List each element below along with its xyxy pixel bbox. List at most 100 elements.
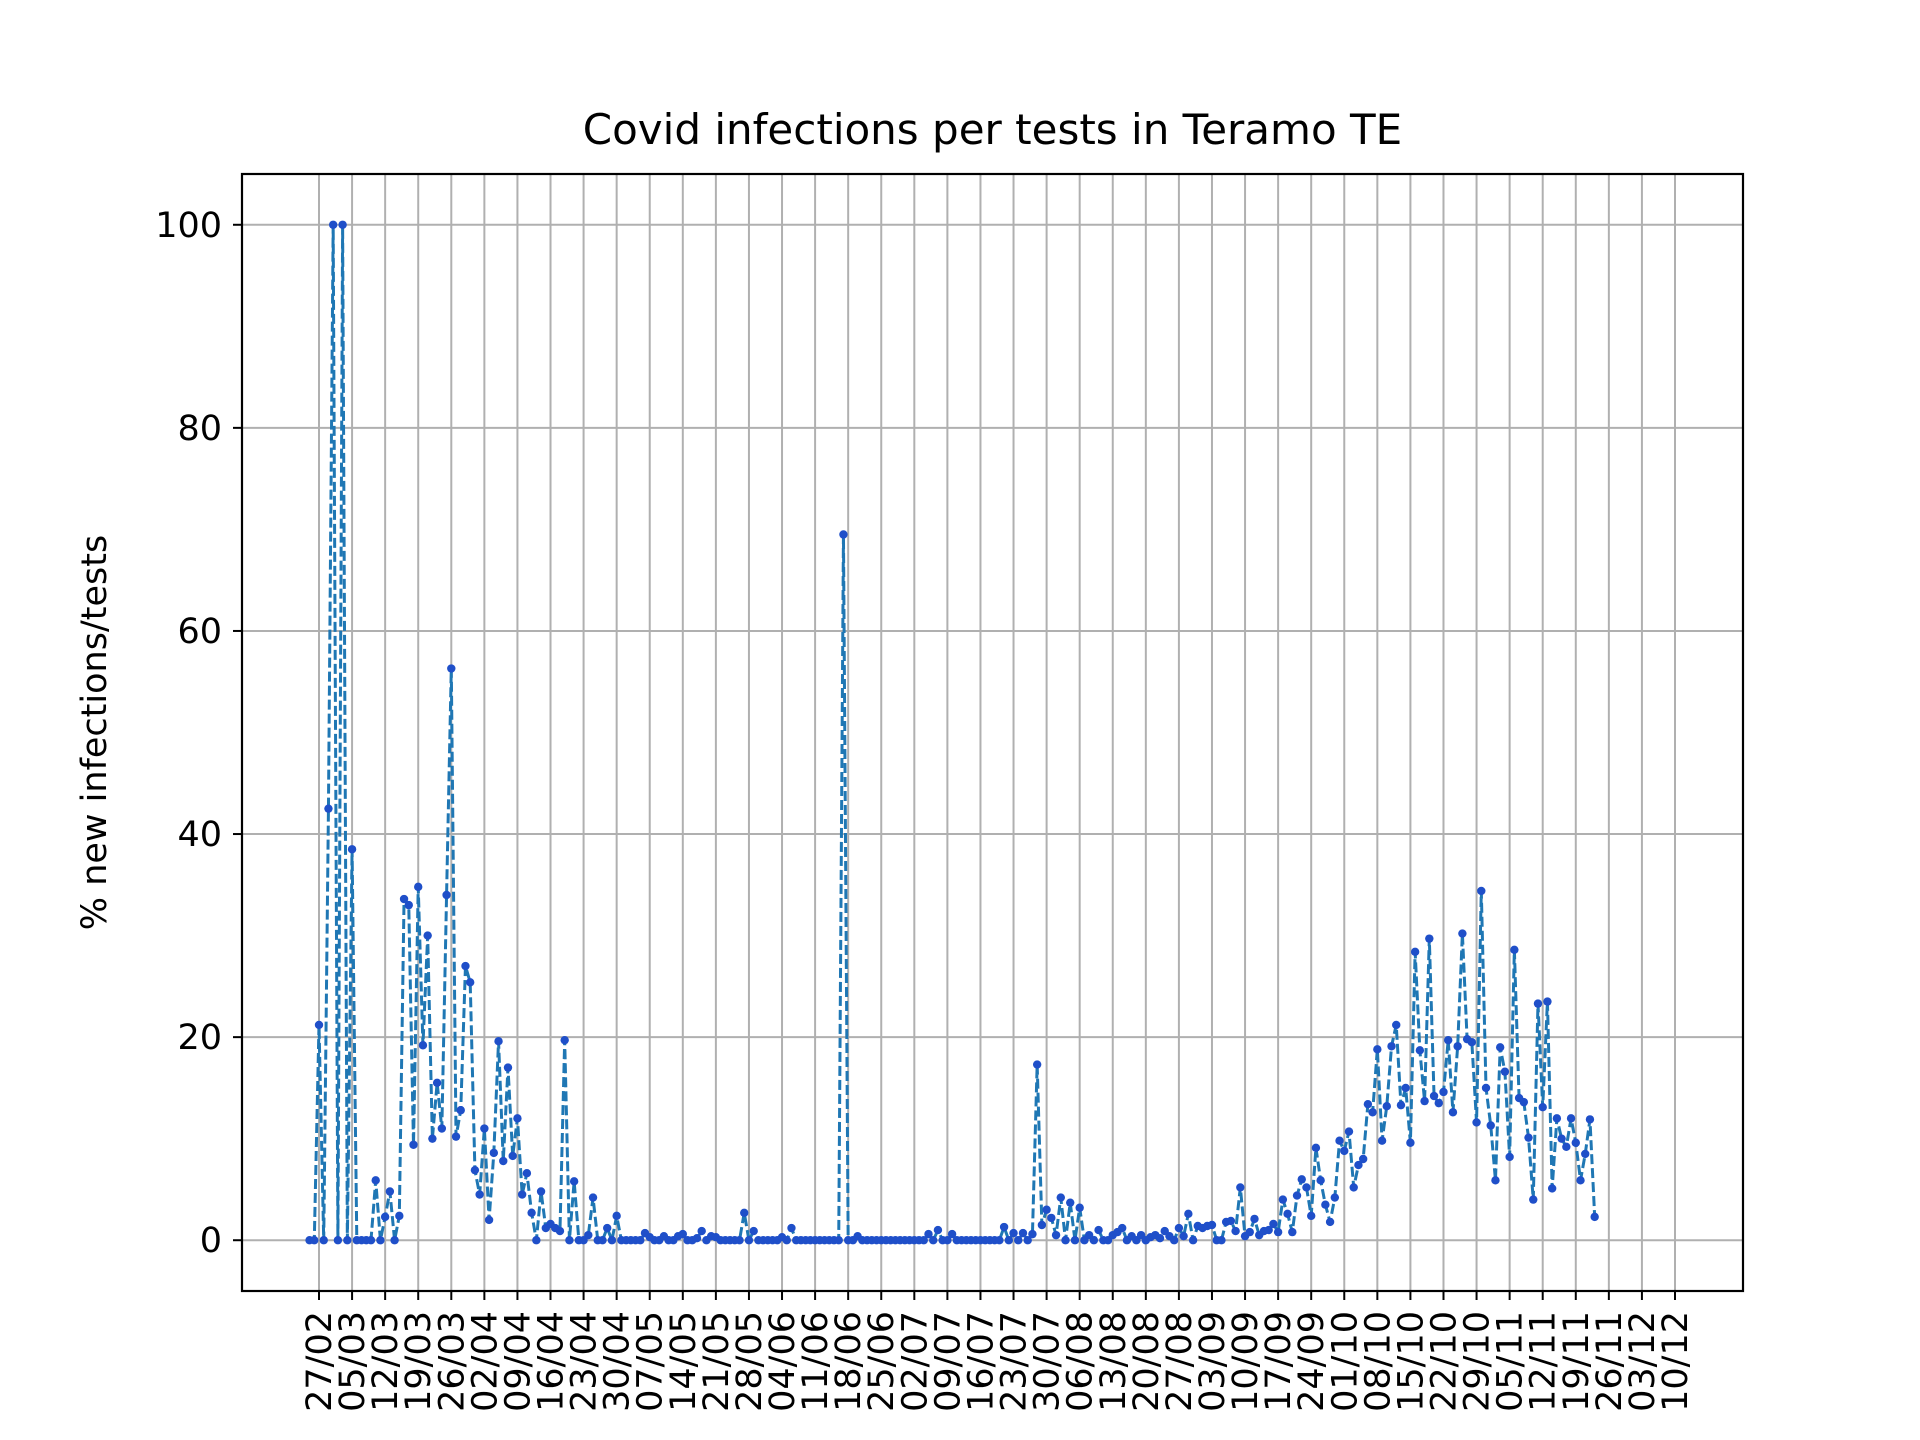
data-point: [1179, 1231, 1188, 1241]
data-point: [1042, 1205, 1051, 1214]
x-tick-label: 23/04: [565, 1311, 605, 1412]
data-point: [1581, 1149, 1590, 1159]
data-point: [1273, 1227, 1283, 1237]
data-point: [1562, 1142, 1571, 1152]
x-tick-label: 23/07: [995, 1311, 1035, 1412]
data-point: [1335, 1136, 1344, 1145]
data-point: [1330, 1193, 1340, 1202]
data-point: [1585, 1115, 1595, 1124]
data-point: [1538, 1103, 1547, 1112]
data-point: [749, 1226, 758, 1236]
data-series: [305, 220, 1599, 1245]
data-point: [740, 1208, 749, 1218]
chart-title: Covid infections per tests in Teramo TE: [583, 105, 1402, 154]
data-point: [1425, 934, 1434, 943]
data-point: [1477, 886, 1486, 896]
data-point: [1269, 1219, 1278, 1229]
data-point: [692, 1234, 702, 1243]
y-tick-label: 40: [177, 815, 222, 855]
data-point: [1566, 1114, 1576, 1123]
data-point: [314, 1020, 324, 1030]
data-point: [1458, 929, 1467, 938]
data-point: [1018, 1228, 1028, 1238]
data-point: [465, 978, 475, 987]
data-point: [517, 1190, 527, 1199]
x-tick-label: 24/09: [1292, 1311, 1332, 1412]
x-tick-label: 29/10: [1458, 1311, 1498, 1412]
data-point: [508, 1151, 517, 1161]
data-point: [1448, 1108, 1458, 1117]
data-point: [1288, 1227, 1297, 1237]
data-point: [1590, 1212, 1599, 1222]
x-tick-label: 28/05: [730, 1311, 770, 1412]
y-tick-label: 100: [155, 206, 222, 246]
data-point: [484, 1215, 494, 1225]
data-point: [1307, 1211, 1316, 1221]
data-point: [1491, 1176, 1500, 1185]
data-point: [560, 1035, 569, 1045]
data-point: [1373, 1045, 1382, 1054]
data-point: [1004, 1236, 1014, 1245]
data-point: [1297, 1175, 1306, 1184]
data-point: [1481, 1083, 1491, 1093]
data-point: [1188, 1236, 1198, 1245]
data-point: [839, 530, 848, 539]
x-tick-label: 13/08: [1094, 1311, 1134, 1412]
data-point: [947, 1229, 957, 1239]
data-point: [1377, 1136, 1387, 1145]
data-point: [1250, 1214, 1259, 1224]
data-point: [782, 1236, 791, 1245]
data-point: [461, 961, 470, 971]
data-point: [735, 1236, 744, 1245]
data-point: [999, 1222, 1009, 1232]
data-point: [1415, 1046, 1425, 1055]
data-point: [1061, 1236, 1070, 1245]
data-point: [1278, 1195, 1288, 1204]
data-point: [607, 1236, 617, 1245]
data-point: [1467, 1038, 1477, 1047]
data-point: [1486, 1121, 1495, 1130]
data-point: [513, 1114, 522, 1123]
data-point: [385, 1187, 395, 1196]
data-point: [409, 1140, 418, 1149]
data-point: [1316, 1176, 1325, 1185]
data-point: [1089, 1236, 1099, 1245]
x-tick-label: 09/07: [928, 1311, 968, 1412]
x-tick-label: 27/08: [1160, 1311, 1200, 1412]
x-tick-label: 18/06: [829, 1311, 869, 1412]
data-point: [456, 1106, 465, 1115]
data-point: [532, 1236, 541, 1245]
data-point: [1401, 1083, 1410, 1093]
data-point: [428, 1134, 437, 1143]
data-point: [1382, 1101, 1391, 1111]
x-tick-label: 27/02: [300, 1311, 340, 1412]
data-point: [834, 1236, 843, 1245]
data-point: [1325, 1217, 1335, 1227]
data-point: [451, 1132, 461, 1141]
x-tick-label: 12/03: [366, 1311, 406, 1412]
x-tick-label: 11/06: [796, 1311, 836, 1412]
data-point: [1056, 1193, 1065, 1202]
data-point: [380, 1212, 390, 1222]
data-point: [612, 1211, 621, 1221]
data-point: [678, 1229, 687, 1239]
y-tick-label: 60: [177, 612, 222, 652]
x-tick-label: 02/07: [895, 1311, 935, 1412]
x-tick-label: 08/10: [1358, 1311, 1398, 1412]
data-point: [1552, 1114, 1562, 1123]
data-point: [1184, 1209, 1193, 1219]
data-point: [1023, 1236, 1032, 1245]
data-point: [924, 1229, 933, 1239]
data-point: [310, 1236, 319, 1245]
x-tick-label: 04/06: [763, 1311, 803, 1412]
x-axis: 27/0205/0312/0319/0326/0302/0409/0416/04…: [300, 1291, 1696, 1412]
data-point: [603, 1223, 612, 1233]
data-point: [418, 1041, 428, 1050]
data-point: [1500, 1067, 1510, 1076]
data-point: [319, 1236, 328, 1245]
data-point: [1283, 1209, 1292, 1219]
x-tick-label: 30/07: [1028, 1311, 1068, 1412]
data-point: [1533, 999, 1543, 1008]
x-tick-label: 01/10: [1325, 1311, 1365, 1412]
data-point: [1075, 1203, 1084, 1212]
